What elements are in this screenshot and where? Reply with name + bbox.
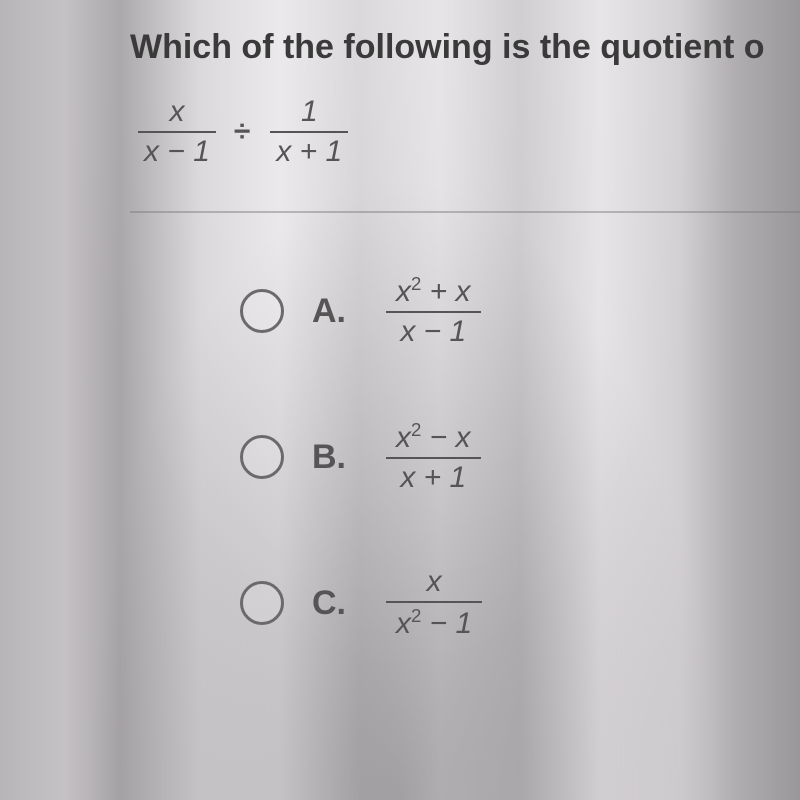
option-letter: A. bbox=[312, 292, 358, 331]
option-c-denominator: x2 − 1 bbox=[386, 605, 482, 641]
option-c-fraction: x x2 − 1 bbox=[386, 565, 482, 641]
question-text: Which of the following is the quotient o bbox=[130, 28, 800, 67]
option-letter: C. bbox=[312, 584, 358, 623]
option-b-fraction: x2 − x x + 1 bbox=[386, 419, 481, 495]
option-a-denominator: x − 1 bbox=[390, 315, 476, 349]
division-operator: ÷ bbox=[234, 115, 252, 149]
divider bbox=[130, 211, 800, 213]
options-list: A. x2 + x x − 1 B. x2 − x x + 1 C. x x2 … bbox=[130, 273, 800, 641]
fraction-right-denominator: x + 1 bbox=[270, 135, 348, 169]
fraction-left-denominator: x − 1 bbox=[138, 135, 216, 169]
option-c-numerator: x bbox=[417, 565, 452, 599]
option-c[interactable]: C. x x2 − 1 bbox=[240, 565, 800, 641]
option-b-denominator: x + 1 bbox=[390, 461, 476, 495]
fraction-right-numerator: 1 bbox=[295, 95, 324, 129]
expression: x x − 1 ÷ 1 x + 1 bbox=[130, 95, 800, 169]
option-a-numerator: x2 + x bbox=[386, 273, 481, 309]
fraction-bar bbox=[386, 601, 482, 603]
fraction-bar bbox=[138, 131, 216, 133]
fraction-bar bbox=[270, 131, 348, 133]
fraction-left-numerator: x bbox=[163, 95, 190, 129]
fraction-left: x x − 1 bbox=[138, 95, 216, 169]
option-a[interactable]: A. x2 + x x − 1 bbox=[240, 273, 800, 349]
fraction-bar bbox=[386, 457, 481, 459]
option-a-fraction: x2 + x x − 1 bbox=[386, 273, 481, 349]
option-letter: B. bbox=[312, 438, 358, 477]
fraction-bar bbox=[386, 311, 481, 313]
option-b-numerator: x2 − x bbox=[386, 419, 481, 455]
radio-b[interactable] bbox=[240, 435, 284, 479]
radio-a[interactable] bbox=[240, 289, 284, 333]
radio-c[interactable] bbox=[240, 581, 284, 625]
fraction-right: 1 x + 1 bbox=[270, 95, 348, 169]
option-b[interactable]: B. x2 − x x + 1 bbox=[240, 419, 800, 495]
